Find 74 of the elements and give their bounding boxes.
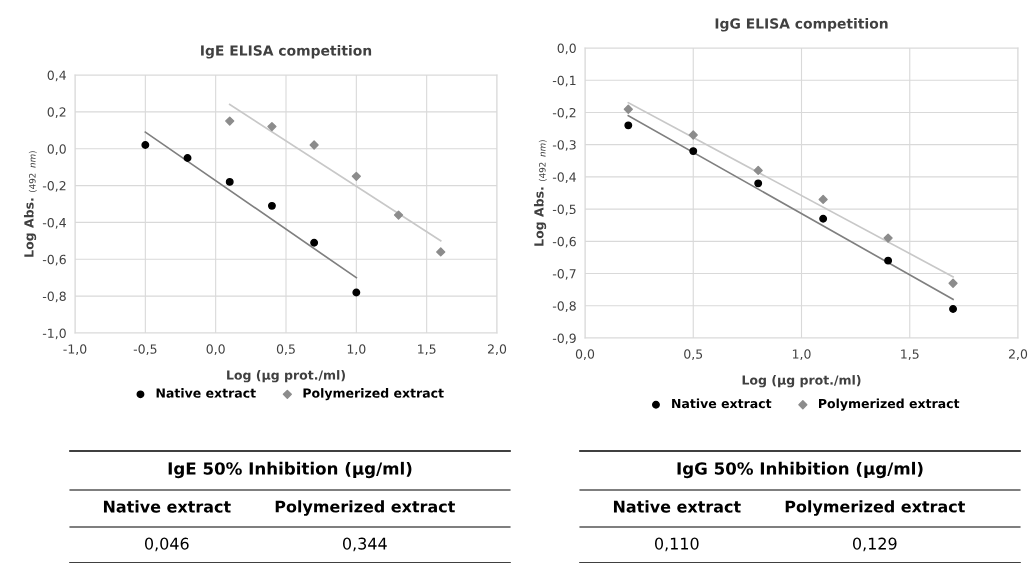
point bbox=[225, 177, 234, 186]
point bbox=[309, 140, 319, 150]
x-tick-label: -0,5 bbox=[133, 344, 157, 356]
y-tick-label: -0,3 bbox=[552, 140, 576, 151]
x-tick-label: 1,0 bbox=[347, 344, 366, 356]
point bbox=[436, 247, 446, 257]
point bbox=[754, 179, 763, 188]
point bbox=[884, 256, 893, 265]
x-axis-title: Log (µg prot./ml) bbox=[227, 370, 345, 383]
y-tick-label: 0,0 bbox=[557, 43, 576, 55]
point bbox=[818, 194, 828, 205]
text: Polymerized extract bbox=[275, 500, 455, 516]
point bbox=[949, 305, 958, 313]
x-tick-label: 1,0 bbox=[792, 349, 811, 361]
point bbox=[689, 147, 698, 156]
y-tick-label: -0,2 bbox=[552, 107, 576, 119]
text: Polymerized extract bbox=[785, 500, 965, 516]
point bbox=[624, 121, 633, 130]
y-tick-label: 0,2 bbox=[47, 107, 66, 119]
x-tick-label: 0,0 bbox=[206, 344, 225, 356]
legend-label: Native extract bbox=[672, 398, 772, 409]
y-tick-label: -0,8 bbox=[42, 291, 66, 303]
y-tick-label: -0,4 bbox=[552, 172, 576, 184]
x-tick-label: 1,5 bbox=[901, 349, 919, 361]
chart-title: IgG ELISA competition bbox=[715, 18, 888, 32]
y-tick-label: -0,2 bbox=[42, 181, 66, 192]
y-axis-title: Log Abs. $_{(492 nm)}$ bbox=[533, 140, 547, 246]
x-tick-label: 2,0 bbox=[487, 344, 507, 356]
point bbox=[753, 165, 763, 176]
y-tick-label: 0,4 bbox=[47, 70, 66, 82]
y-tick-label: -0,9 bbox=[552, 333, 576, 345]
x-tick-label: 0,5 bbox=[684, 349, 703, 361]
text: 0,344 bbox=[342, 537, 387, 552]
x-tick-label: 0,5 bbox=[276, 344, 295, 356]
x-tick-label: 0,0 bbox=[575, 349, 595, 361]
legend-label: Polymerized extract bbox=[819, 398, 960, 411]
point bbox=[225, 116, 235, 126]
text: IgE 50% Inhibition (µg/ml) bbox=[168, 461, 412, 479]
point bbox=[623, 104, 633, 114]
point bbox=[183, 153, 192, 162]
point bbox=[352, 288, 361, 297]
point bbox=[267, 121, 277, 132]
y-axis-title: Log Abs. $_{(492 nm)}$ bbox=[23, 151, 37, 257]
x-tick-label: -1,0 bbox=[63, 344, 87, 356]
point bbox=[688, 130, 698, 140]
point bbox=[819, 214, 828, 223]
point bbox=[393, 210, 404, 220]
text: 0,046 bbox=[144, 537, 189, 552]
y-tick-label: -0,7 bbox=[552, 269, 576, 280]
point bbox=[310, 238, 319, 247]
chart-title: IgE ELISA competition bbox=[201, 45, 372, 59]
x-tick-label: 1,5 bbox=[418, 344, 436, 356]
x-axis-title: Log (µg prot./ml) bbox=[742, 375, 861, 388]
point bbox=[141, 141, 150, 149]
legend-label: Native extract bbox=[156, 388, 256, 398]
y-tick-label: -0,8 bbox=[552, 301, 576, 312]
y-tick-label: -1,0 bbox=[42, 328, 66, 340]
text: IgG 50% Inhibition (µg/ml) bbox=[677, 461, 923, 479]
point bbox=[948, 278, 958, 288]
point bbox=[351, 171, 361, 181]
y-tick-label: -0,6 bbox=[552, 236, 576, 248]
text: Native extract bbox=[613, 500, 741, 513]
y-tick-label: -0,6 bbox=[42, 254, 66, 266]
x-tick-label: 2,0 bbox=[1008, 349, 1028, 361]
text: 0,110 bbox=[654, 537, 699, 552]
text: 0,129 bbox=[852, 537, 897, 552]
y-tick-label: -0,5 bbox=[552, 204, 576, 216]
legend-label: Polymerized extract bbox=[303, 388, 444, 401]
y-tick-label: 0,0 bbox=[47, 144, 66, 155]
point bbox=[883, 233, 893, 243]
point bbox=[267, 201, 276, 210]
y-tick-label: -0,4 bbox=[42, 217, 66, 229]
y-tick-label: -0,1 bbox=[552, 75, 576, 87]
text: Native extract bbox=[103, 500, 231, 513]
